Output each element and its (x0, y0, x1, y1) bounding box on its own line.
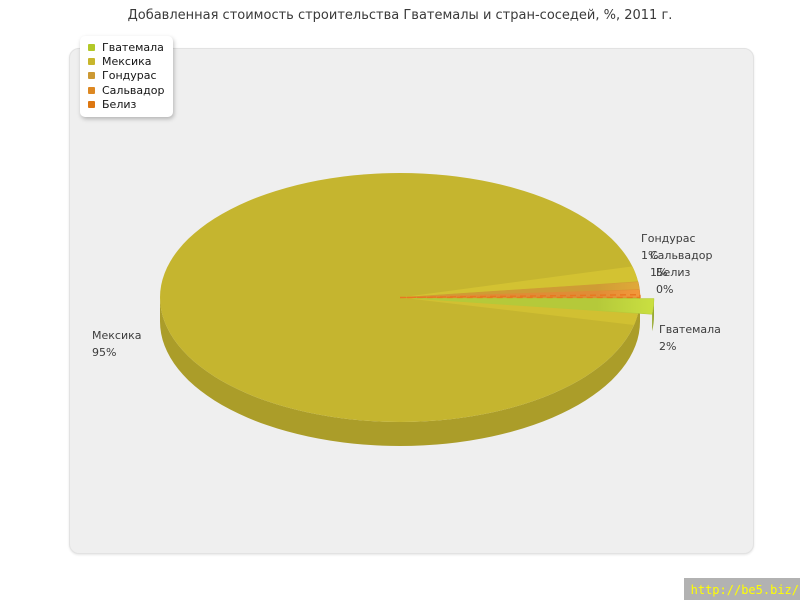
legend-item-guatemala[interactable]: Гватемала (88, 40, 164, 54)
chart-title: Добавленная стоимость строительства Гват… (127, 8, 673, 23)
legend-item-mexico[interactable]: Мексика (88, 54, 164, 68)
legend-swatch-honduras-icon (88, 71, 95, 79)
legend-label: Мексика (102, 54, 152, 68)
legend-label: Гватемала (102, 40, 164, 54)
slice-label-belize: Белиз 0% (656, 266, 691, 296)
legend-label: Гондурас (102, 68, 157, 82)
slice-label-mexico: Мексика 95% (92, 329, 142, 359)
legend-swatch-belize-icon (88, 100, 95, 108)
legend-swatch-salvador-icon (88, 86, 95, 94)
legend-swatch-mexico-icon (88, 57, 95, 65)
footer-link[interactable]: http://be5.biz/ (690, 583, 799, 597)
slice-label-salvador: Сальвадор 1% (650, 249, 713, 279)
legend: Гватемала Мексика Гондурас Сальвадор Бел… (80, 36, 174, 117)
legend-label: Белиз (102, 97, 137, 111)
slice-label-guatemala: Гватемала 2% (659, 323, 721, 353)
footer-watermark: http://be5.biz/ (683, 578, 800, 600)
pie-highlight (400, 266, 639, 298)
legend-swatch-guatemala-icon (88, 43, 95, 51)
pie-slice-guatemala[interactable] (413, 298, 655, 315)
legend-label: Сальвадор (102, 83, 165, 97)
legend-item-belize[interactable]: Белиз (88, 97, 164, 111)
pie-base-side (160, 297, 640, 446)
pie-highlight (400, 297, 639, 325)
legend-item-honduras[interactable]: Гондурас (88, 68, 164, 82)
legend-item-salvador[interactable]: Сальвадор (88, 83, 164, 97)
slice-label-honduras: Гондурас 1% (641, 232, 696, 262)
pie-slice-belize[interactable] (399, 293, 641, 299)
